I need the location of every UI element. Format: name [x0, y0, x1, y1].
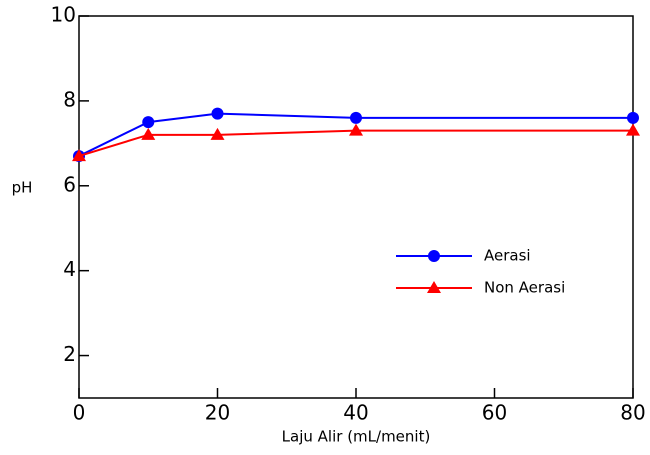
marker — [211, 107, 224, 120]
marker — [142, 116, 155, 129]
x-tick-label: 40 — [343, 401, 368, 425]
y-tick-label: 4 — [63, 257, 76, 281]
y-axis-label: pH — [12, 179, 33, 197]
marker — [626, 123, 640, 136]
legend-label: Aerasi — [484, 247, 531, 265]
marker — [350, 111, 362, 124]
legend-marker — [428, 250, 440, 262]
marker — [627, 111, 639, 124]
y-tick-label: 10 — [51, 3, 76, 27]
y-tick-label: 2 — [63, 342, 76, 366]
legend-marker — [427, 281, 441, 293]
x-tick-label: 0 — [73, 401, 86, 425]
marker — [72, 149, 86, 162]
legend-label: Non Aerasi — [484, 279, 565, 297]
x-axis-label: Laju Alir (mL/menit) — [282, 428, 431, 446]
x-tick-label: 20 — [205, 401, 230, 425]
x-tick-label: 80 — [620, 401, 645, 425]
y-tick-label: 8 — [63, 87, 76, 111]
marker — [349, 123, 363, 136]
x-tick-label: 60 — [482, 401, 507, 425]
plot-frame — [78, 15, 634, 399]
marker — [210, 127, 225, 140]
y-tick-label: 6 — [63, 172, 76, 196]
marker — [141, 127, 156, 140]
